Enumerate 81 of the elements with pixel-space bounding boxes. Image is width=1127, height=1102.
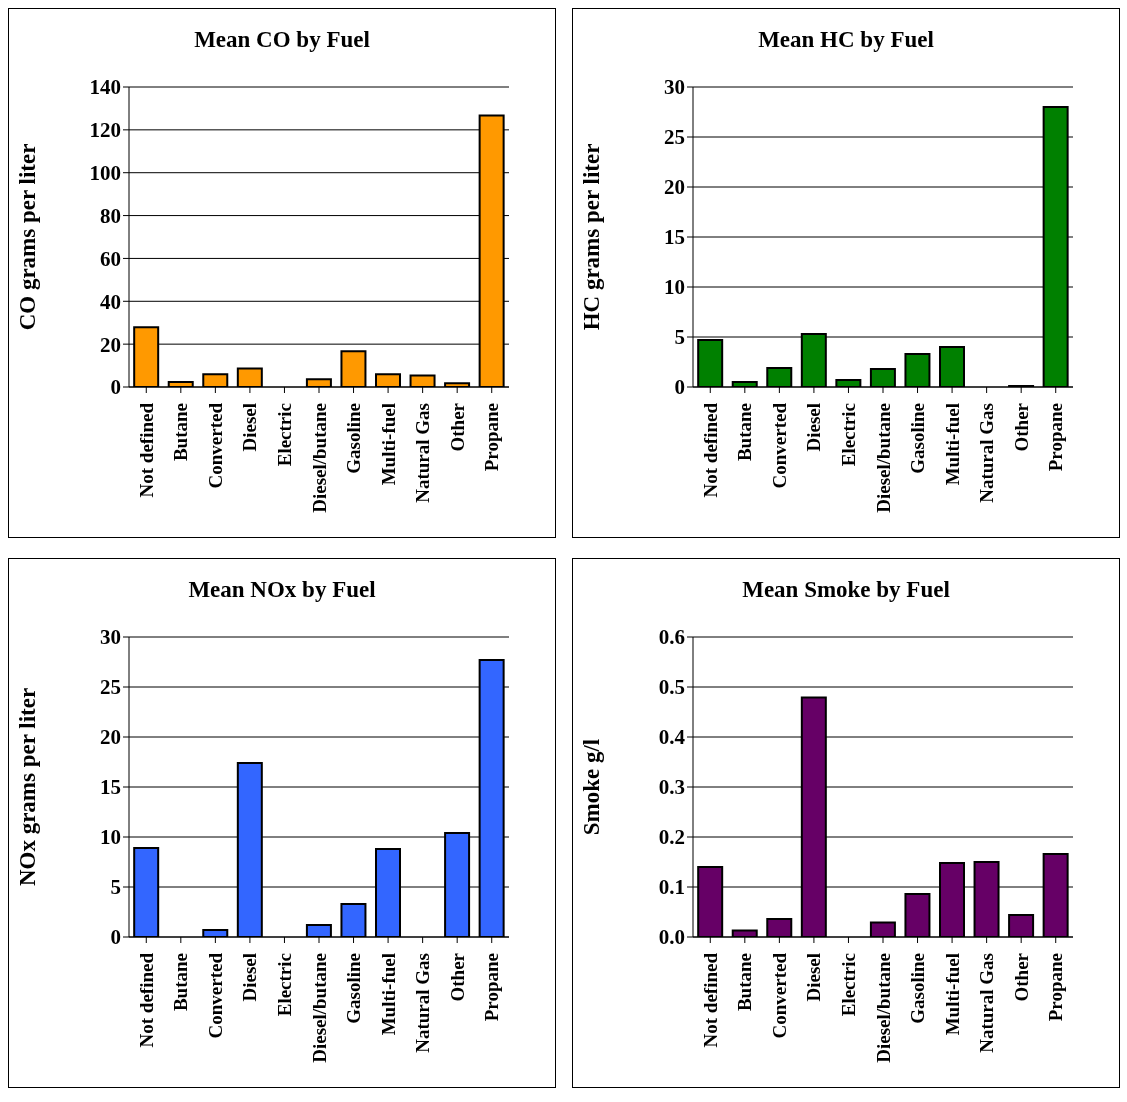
x-tick-label: Multi-fuel (377, 953, 399, 1036)
y-tick-label: 0.5 (658, 675, 685, 700)
x-tick-label: Other (1010, 952, 1032, 1002)
y-axis-title: Smoke g/l (579, 738, 605, 836)
chart-title: Mean HC by Fuel (757, 27, 935, 54)
x-tick-label: Natural Gas (412, 403, 434, 503)
y-tick-label: 0 (674, 375, 685, 400)
x-tick-label: Propane (481, 953, 503, 1022)
x-tick-label: Butane (170, 403, 192, 462)
x-tick-label: Multi-fuel (941, 953, 963, 1036)
x-tick-label: Electric (837, 953, 859, 1017)
x-tick-label: Diesel (803, 403, 825, 452)
x-tick-label: Not defined (699, 952, 721, 1048)
x-tick-label: Gasoline (907, 953, 929, 1024)
x-tick-label: Gasoline (343, 403, 365, 474)
y-tick-label: 20 (100, 725, 121, 750)
x-tick-label: Natural Gas (976, 953, 998, 1053)
y-tick-label: 15 (664, 225, 685, 250)
y-tick-label: 30 (100, 625, 121, 650)
x-tick-label: Other (446, 402, 468, 452)
y-tick-label: 20 (664, 175, 685, 200)
x-tick-label: Butane (734, 953, 756, 1012)
y-tick-label: 0.4 (658, 725, 686, 750)
y-tick-label: 5 (110, 875, 121, 900)
x-tick-label: Propane (481, 403, 503, 472)
x-tick-label: Converted (768, 952, 790, 1039)
x-tick-label: Other (1010, 402, 1032, 452)
x-tick-label: Converted (768, 402, 790, 489)
y-tick-label: 0.0 (658, 925, 685, 950)
y-tick-label: 100 (89, 161, 121, 186)
y-axis-title: NOx grams per liter (15, 687, 41, 887)
y-tick-label: 140 (89, 75, 121, 100)
y-tick-label: 25 (664, 125, 685, 150)
x-tick-label: Diesel/butane (308, 403, 330, 513)
x-tick-label: Diesel/butane (308, 953, 330, 1063)
x-tick-label: Natural Gas (412, 953, 434, 1053)
y-tick-label: 5 (674, 325, 685, 350)
y-axis-title: HC grams per liter (579, 143, 605, 331)
y-tick-label: 0.6 (658, 625, 685, 650)
x-tick-label: Multi-fuel (377, 403, 399, 486)
y-tick-label: 80 (100, 204, 121, 229)
x-tick-label: Propane (1045, 403, 1067, 472)
y-tick-label: 25 (100, 675, 121, 700)
x-tick-label: Electric (273, 403, 295, 467)
y-tick-label: 15 (100, 775, 121, 800)
x-tick-label: Diesel (239, 953, 261, 1002)
y-tick-label: 0 (110, 925, 121, 950)
x-tick-label: Electric (837, 403, 859, 467)
y-tick-label: 60 (100, 246, 121, 271)
x-tick-label: Diesel (803, 953, 825, 1002)
x-tick-label: Butane (170, 953, 192, 1012)
y-tick-label: 40 (100, 289, 121, 314)
x-tick-label: Gasoline (343, 953, 365, 1024)
x-tick-label: Gasoline (907, 403, 929, 474)
y-tick-label: 10 (100, 825, 121, 850)
x-tick-label: Other (446, 952, 468, 1002)
x-tick-label: Not defined (135, 402, 157, 498)
chart-title: Mean Smoke by Fuel (741, 577, 951, 604)
x-tick-label: Diesel/butane (872, 953, 894, 1063)
x-tick-label: Propane (1045, 953, 1067, 1022)
x-tick-label: Converted (204, 402, 226, 489)
x-tick-label: Not defined (135, 952, 157, 1048)
x-tick-label: Diesel/butane (872, 403, 894, 513)
y-tick-label: 30 (664, 75, 685, 100)
x-tick-label: Multi-fuel (941, 403, 963, 486)
y-tick-label: 120 (89, 118, 121, 143)
y-tick-label: 10 (664, 275, 685, 300)
y-axis-title: CO grams per liter (15, 143, 41, 331)
x-tick-label: Natural Gas (976, 403, 998, 503)
chart-title: Mean NOx by Fuel (187, 577, 377, 604)
y-tick-label: 0.1 (658, 875, 685, 900)
y-tick-label: 20 (100, 332, 121, 357)
y-tick-label: 0.2 (658, 825, 685, 850)
chart-title: Mean CO by Fuel (193, 27, 371, 54)
x-tick-label: Not defined (699, 402, 721, 498)
x-tick-label: Diesel (239, 403, 261, 452)
y-tick-label: 0.3 (658, 775, 685, 800)
x-tick-label: Electric (273, 953, 295, 1017)
x-tick-label: Butane (734, 403, 756, 462)
x-tick-label: Converted (204, 952, 226, 1039)
y-tick-label: 0 (110, 375, 121, 400)
